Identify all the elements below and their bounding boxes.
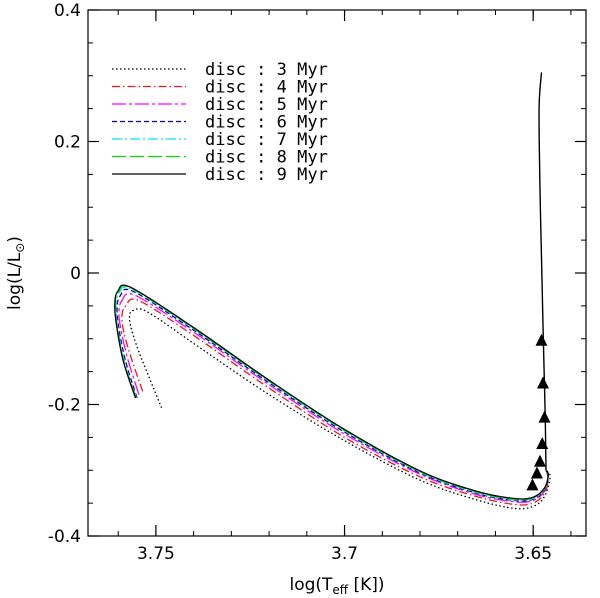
x-tick-label: 3.75	[137, 544, 175, 564]
legend-label-5: disc : 7 Myr	[205, 130, 328, 150]
y-tick-label: -0.2	[48, 396, 81, 416]
series-line-1	[128, 308, 551, 510]
triangle-marker	[530, 466, 543, 479]
y-tick-label: 0.2	[54, 133, 81, 153]
y-tick-label: -0.4	[48, 527, 81, 547]
triangle-marker	[526, 478, 539, 491]
y-axis-label: log(L/L⊙)	[5, 236, 27, 310]
legend-label-2: disc : 4 Myr	[205, 78, 328, 98]
legend-label-7: disc : 9 Myr	[205, 165, 328, 185]
common-vertical-track	[538, 72, 547, 471]
evolution-tracks	[114, 72, 551, 510]
x-axis-label: log(Teff [K])	[289, 575, 384, 597]
triangle-marker	[535, 333, 548, 346]
series-line-3	[118, 292, 549, 503]
triangle-marker	[536, 376, 549, 389]
series-line-2	[121, 298, 549, 506]
legend-label-1: disc : 3 Myr	[205, 60, 328, 80]
y-tick-label: 0	[70, 264, 81, 284]
triangle-marker	[533, 454, 546, 467]
series-line-4	[116, 288, 549, 502]
legend-label-4: disc : 6 Myr	[205, 113, 328, 133]
x-tick-label: 3.65	[514, 544, 552, 564]
x-tick-label: 3.7	[331, 544, 358, 564]
series-line-7	[114, 284, 549, 500]
legend-label-3: disc : 5 Myr	[205, 95, 328, 115]
legend-label-6: disc : 8 Myr	[205, 148, 328, 168]
y-tick-label: 0.4	[54, 1, 81, 21]
triangle-marker	[536, 436, 549, 449]
triangle-marker	[538, 410, 551, 423]
axis-ticks: 3.75 3.7 3.65 0.4 0.2 0 -0.2 -0.4	[48, 1, 586, 564]
plot-frame	[87, 9, 587, 537]
triangle-markers	[526, 333, 551, 491]
